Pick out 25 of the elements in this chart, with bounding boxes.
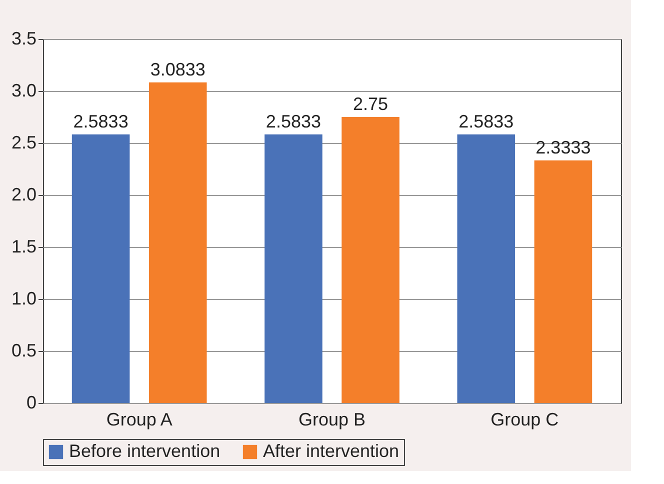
data-label: 2.5833 bbox=[266, 111, 321, 132]
bar bbox=[148, 82, 207, 403]
y-tick-label: 0 bbox=[26, 392, 36, 412]
y-tick-label: 3.0 bbox=[11, 80, 36, 100]
bar bbox=[72, 134, 130, 403]
data-label: 2.3333 bbox=[536, 137, 591, 158]
y-tick-label: 2.0 bbox=[11, 184, 36, 204]
y-tick-label: 2.5 bbox=[11, 132, 36, 152]
x-tick-label: Group C bbox=[490, 410, 559, 430]
data-label: 3.0833 bbox=[150, 59, 206, 80]
x-tick-label: Group B bbox=[298, 410, 366, 430]
y-tick-label: 1.5 bbox=[11, 236, 36, 256]
data-label: 2.75 bbox=[353, 94, 388, 114]
legend-label: Before intervention bbox=[69, 441, 220, 461]
y-tick-label: 1.0 bbox=[11, 288, 36, 308]
bar bbox=[457, 134, 516, 403]
bar bbox=[342, 117, 400, 403]
data-label: 2.5833 bbox=[458, 111, 514, 132]
bar bbox=[534, 160, 592, 403]
x-tick-label: Group A bbox=[106, 410, 172, 430]
data-label: 2.5833 bbox=[73, 111, 128, 132]
y-tick-label: 3.5 bbox=[11, 28, 36, 48]
y-tick-label: 0.5 bbox=[11, 340, 36, 360]
bar bbox=[264, 134, 322, 403]
legend-label: After intervention bbox=[263, 441, 400, 461]
